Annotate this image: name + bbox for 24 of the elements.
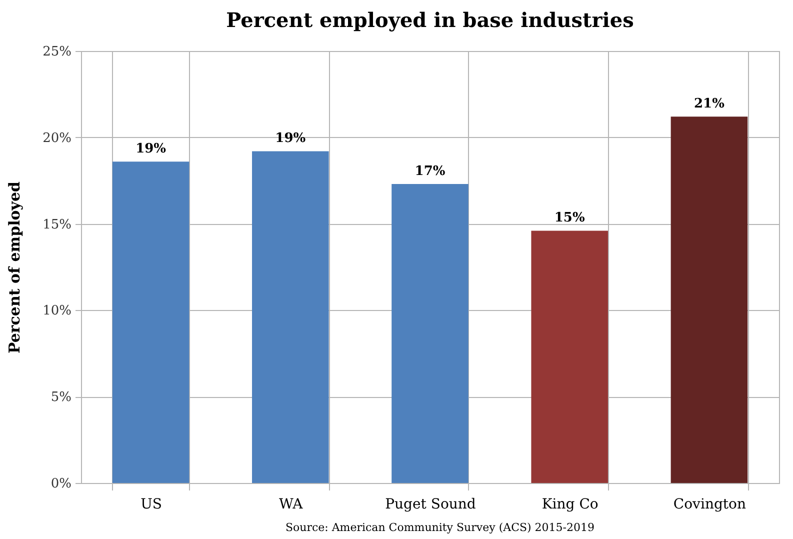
x-tick-label: US [140,496,162,512]
data-label: 19% [136,142,167,157]
bar [112,162,190,483]
x-tick-label: WA [278,496,304,512]
data-label: 15% [554,210,586,226]
bar [392,184,468,483]
source-note: Source: American Community Survey (ACS) 2015-2019 [285,521,595,534]
y-tick-label: 20% [42,130,72,146]
y-tick-label: 5% [50,390,72,406]
x-tick-label: Covington [673,496,746,512]
y-tick-label: 10% [42,304,72,319]
data-label: 19% [275,131,306,146]
bar [252,151,329,483]
chart-title: Percent employed in base industries [226,8,634,32]
y-axis-title: Percent of employed [6,180,24,354]
data-label: 21% [694,96,726,112]
x-tick-label: King Co [542,496,598,512]
x-tick-label: Puget Sound [385,496,476,512]
y-tick-label: 15% [42,217,72,232]
bar [531,230,608,483]
y-tick-label: 25% [42,44,72,60]
data-label: 17% [414,164,446,180]
y-tick-label: 0% [50,476,72,492]
bar [670,116,748,483]
